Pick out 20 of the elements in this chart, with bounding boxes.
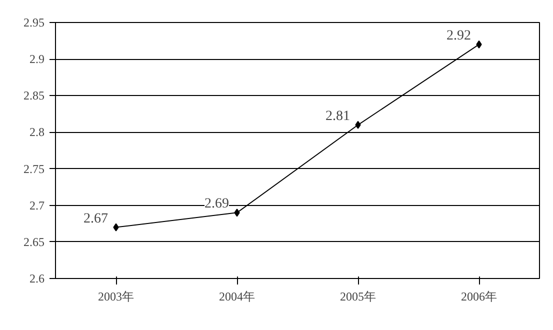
y-tick-label: 2.8 [30, 125, 44, 140]
point [234, 208, 240, 217]
y-tick-label: 2.85 [24, 88, 44, 103]
x-tick-label: 2004年 [219, 290, 255, 304]
point [113, 223, 119, 232]
point [355, 120, 361, 129]
data-label: 2.67 [84, 211, 108, 226]
y-tick-label: 2.7 [30, 198, 44, 212]
y-tick-label: 2.95 [24, 16, 44, 30]
data-label: 2.69 [204, 196, 229, 212]
y-tick-label: 2.6 [30, 272, 44, 286]
y-tick-label: 2.65 [24, 234, 44, 249]
x-tick-label: 2003年 [98, 290, 134, 304]
y-tick-label: 2.75 [24, 162, 44, 176]
x-tick-label: 2005年 [340, 290, 376, 304]
data-label: 2.92 [446, 28, 471, 44]
data-label: 2.81 [326, 108, 350, 124]
point [476, 40, 482, 48]
x-tick-label: 2006年 [461, 290, 497, 304]
y-tick-label: 2.9 [30, 52, 44, 66]
